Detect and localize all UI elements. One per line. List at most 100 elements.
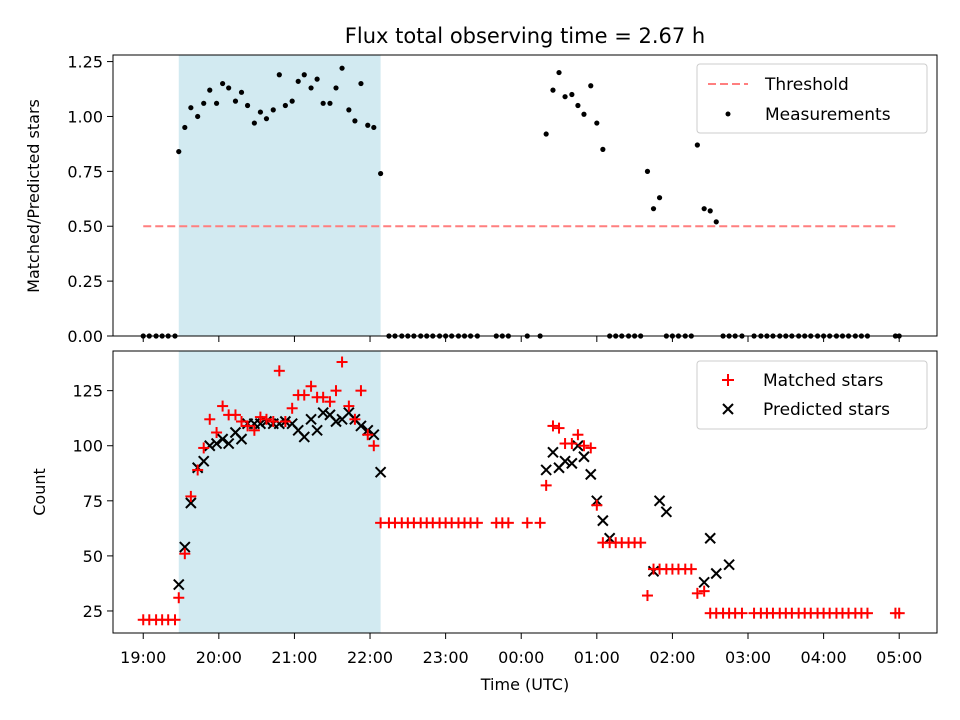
measurement-point	[556, 69, 562, 76]
matched-star-point	[691, 587, 703, 599]
bottom-y-ticks: 25 50 75 100 125	[72, 382, 113, 621]
measurement-point	[575, 102, 581, 109]
predicted-star-point	[210, 437, 223, 450]
measurement-point	[346, 107, 352, 113]
bottom-panel-frame	[112, 350, 938, 634]
measurement-point	[257, 109, 264, 115]
measurement-point	[371, 124, 377, 131]
measurement-point	[358, 80, 364, 87]
matched-star-point	[330, 385, 342, 397]
matched-star-point	[217, 400, 229, 412]
matched-legend-swatch	[722, 374, 734, 386]
measurement-point	[701, 206, 707, 212]
bottom-y-tick-label: 25	[83, 602, 103, 621]
matched-star-point	[553, 422, 565, 434]
measurement-point	[656, 195, 663, 201]
bottom-y-tick-label: 100	[72, 437, 103, 456]
matched-star-point	[521, 517, 533, 529]
matched-star-point	[343, 400, 355, 412]
predicted-star-point	[653, 495, 666, 507]
matched-star-point	[641, 590, 653, 602]
matched-star-point	[279, 416, 291, 427]
matched-star-point	[355, 385, 367, 397]
top-y-tick-label: 0.75	[67, 162, 103, 181]
measurement-point	[314, 76, 320, 82]
matched-star-point	[534, 517, 546, 529]
matched-star-point	[324, 396, 336, 408]
top-y-tick-label: 0.50	[67, 217, 103, 236]
matched-star-point	[254, 411, 266, 423]
bottom-legend: Matched stars Predicted stars	[696, 360, 928, 430]
predicted-star-point	[222, 437, 235, 450]
predicted-star-point	[355, 420, 367, 432]
top-panel-frame	[112, 54, 938, 337]
top-y-axis-label: Matched/Predicted stars	[24, 99, 43, 293]
matched-star-point	[317, 391, 329, 403]
measurement-point	[365, 122, 371, 128]
measurement-point	[581, 111, 587, 117]
measurement-point	[588, 83, 594, 89]
measurement-point	[562, 94, 568, 100]
measurement-point	[207, 87, 213, 93]
matched-star-point	[685, 563, 697, 575]
matched-star-point	[578, 440, 590, 452]
measurement-point	[543, 131, 549, 137]
measurement-point	[308, 85, 314, 91]
predicted-star-point	[298, 431, 310, 443]
measurement-point	[327, 100, 333, 106]
measurement-point	[201, 100, 207, 106]
top-legend-box	[696, 63, 928, 134]
matched-star-point	[204, 413, 216, 425]
predicted-star-point	[235, 433, 248, 445]
matched-star-point	[211, 427, 223, 439]
measurement-point	[569, 91, 575, 98]
matched-star-point	[242, 420, 254, 432]
measurement-point	[289, 98, 295, 104]
measurement-point	[550, 87, 556, 93]
predicted-star-point	[185, 497, 197, 509]
matched-star-point	[305, 380, 317, 392]
x-tick-label: 23:00	[423, 648, 469, 667]
predicted-star-point	[368, 429, 380, 441]
measurement-point	[707, 208, 713, 214]
measurement-point	[238, 89, 245, 95]
top-legend: Threshold Measurements	[696, 63, 928, 134]
top-panel: 0.00 0.25 0.50 0.75 1.00 1.25 Flux total obse…	[24, 24, 938, 346]
predicted-star-point	[305, 413, 317, 426]
measurement-point	[282, 102, 288, 109]
matched-star-point	[267, 416, 279, 427]
matched-star-point	[286, 402, 298, 414]
measurement-point	[650, 206, 657, 212]
matched-star-point	[169, 614, 181, 626]
matched-star-point	[585, 442, 597, 454]
measurement-point	[220, 80, 226, 87]
x-tick-label: 19:00	[120, 648, 166, 667]
predicted-star-point	[317, 406, 329, 419]
matched-star-point	[248, 424, 260, 436]
matched-star-point	[198, 442, 210, 454]
matched-star-point	[736, 607, 748, 619]
measurement-point	[713, 219, 719, 225]
measurement-point	[644, 168, 651, 174]
x-tick-label: 00:00	[498, 648, 544, 667]
matched-star-point	[362, 429, 374, 441]
predicted-star-point	[578, 451, 590, 463]
measurement-point	[352, 118, 358, 124]
predicted-star-point	[216, 433, 229, 445]
predicted-star-point	[198, 455, 210, 467]
x-tick-label: 21:00	[271, 648, 317, 667]
x-axis-label: Time (UTC)	[480, 675, 569, 694]
predicted-legend-label: Predicted stars	[763, 400, 890, 420]
chart-title: Flux total observing time = 2.67 h	[345, 24, 705, 48]
matched-star-point	[698, 585, 710, 597]
matched-star-point	[566, 438, 578, 450]
predicted-star-point	[559, 455, 571, 467]
predicted-star-point	[723, 558, 735, 571]
top-y-tick-label: 0.25	[67, 272, 103, 291]
predicted-star-point	[597, 514, 609, 527]
measurement-point	[694, 142, 700, 148]
measurement-point	[333, 85, 339, 91]
threshold-legend-label: Threshold	[764, 75, 849, 95]
predicted-star-point	[572, 440, 584, 452]
